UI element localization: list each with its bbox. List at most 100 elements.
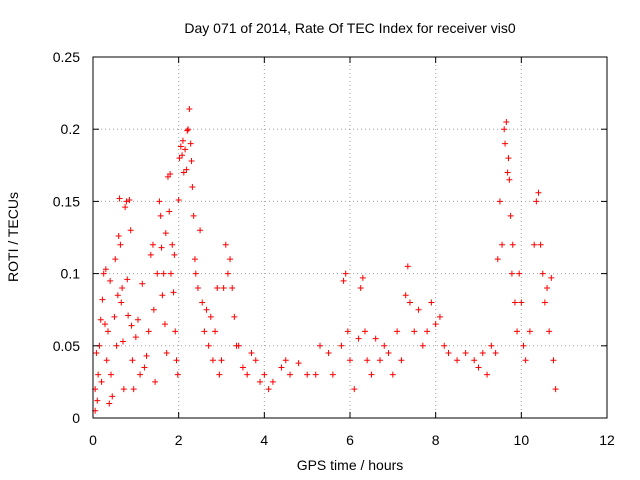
data-point — [224, 270, 231, 277]
data-point — [159, 292, 166, 299]
data-point — [372, 335, 379, 342]
data-point — [361, 328, 368, 335]
data-point — [287, 371, 294, 378]
data-point — [364, 357, 371, 364]
data-point — [173, 357, 180, 364]
data-point — [116, 195, 123, 202]
data-point — [104, 328, 111, 335]
x-tick-label: 10 — [514, 432, 530, 448]
data-point — [197, 227, 204, 234]
y-tick-label: 0.05 — [53, 338, 80, 354]
y-tick-label: 0.1 — [61, 266, 81, 282]
data-point — [506, 176, 513, 183]
data-point — [419, 342, 426, 349]
data-point — [94, 397, 101, 404]
data-point — [518, 299, 525, 306]
data-points — [92, 105, 559, 414]
data-point — [111, 313, 118, 320]
data-point — [516, 270, 523, 277]
data-point — [428, 299, 435, 306]
data-point — [550, 357, 557, 364]
data-point — [180, 169, 187, 176]
data-point — [205, 342, 212, 349]
data-point — [141, 364, 148, 371]
data-point — [161, 321, 168, 328]
data-point — [194, 285, 201, 292]
data-point — [325, 350, 332, 357]
data-point — [502, 140, 509, 147]
data-point — [122, 204, 129, 211]
data-point — [261, 371, 268, 378]
data-point — [114, 292, 121, 299]
data-point — [149, 241, 156, 248]
data-point — [535, 189, 542, 196]
grid-lines — [93, 57, 607, 418]
data-point — [244, 371, 251, 378]
data-point — [508, 270, 515, 277]
data-point — [191, 256, 198, 263]
data-point — [220, 285, 227, 292]
data-point — [347, 357, 353, 364]
data-point — [505, 155, 512, 162]
data-point — [207, 313, 214, 320]
data-point — [156, 198, 163, 205]
data-point — [475, 364, 482, 371]
x-tick-label: 4 — [260, 432, 268, 448]
data-point — [103, 357, 110, 364]
data-point — [522, 357, 529, 364]
data-point — [539, 270, 546, 277]
data-point — [454, 357, 461, 364]
data-point — [520, 342, 527, 349]
data-point — [239, 364, 246, 371]
data-point — [177, 143, 184, 150]
data-point — [107, 371, 114, 378]
data-point — [128, 322, 135, 329]
data-point — [212, 328, 219, 335]
data-point — [278, 364, 285, 371]
data-point — [462, 350, 469, 357]
data-point — [127, 227, 134, 234]
data-point — [199, 299, 206, 306]
data-point — [359, 274, 366, 281]
data-point — [190, 212, 197, 219]
data-point — [252, 357, 259, 364]
data-point — [192, 270, 199, 277]
data-point — [445, 350, 452, 357]
data-point — [118, 299, 125, 306]
data-point — [209, 357, 216, 364]
x-axis-label: GPS time / hours — [297, 457, 404, 473]
data-point — [338, 342, 345, 349]
data-point — [526, 328, 533, 335]
axis-ticks — [92, 56, 608, 419]
x-tick-label: 6 — [346, 432, 354, 448]
data-point — [385, 350, 392, 357]
data-point — [126, 196, 133, 203]
data-point — [163, 350, 170, 357]
data-point — [494, 256, 501, 263]
data-point — [329, 371, 336, 378]
data-point — [187, 140, 194, 147]
data-point — [248, 350, 255, 357]
data-point — [137, 371, 144, 378]
data-point — [124, 276, 131, 283]
data-point — [112, 256, 119, 263]
data-point — [119, 338, 126, 345]
x-tick-labels: 0 2 4 6 8 10 12 — [89, 432, 615, 448]
data-point — [507, 212, 514, 219]
data-point — [504, 169, 511, 176]
data-point — [357, 285, 364, 292]
data-point — [123, 198, 130, 205]
data-point — [214, 285, 221, 292]
data-point — [304, 371, 311, 378]
data-point — [436, 313, 443, 320]
data-point — [479, 350, 486, 357]
chart-title: Day 071 of 2014, Rate Of TEC Index for r… — [184, 20, 515, 36]
data-point — [295, 360, 302, 367]
data-point — [182, 146, 189, 153]
data-point — [424, 328, 431, 335]
data-point — [511, 299, 518, 306]
data-point — [342, 270, 349, 277]
data-point — [95, 371, 102, 378]
data-point — [432, 321, 439, 328]
